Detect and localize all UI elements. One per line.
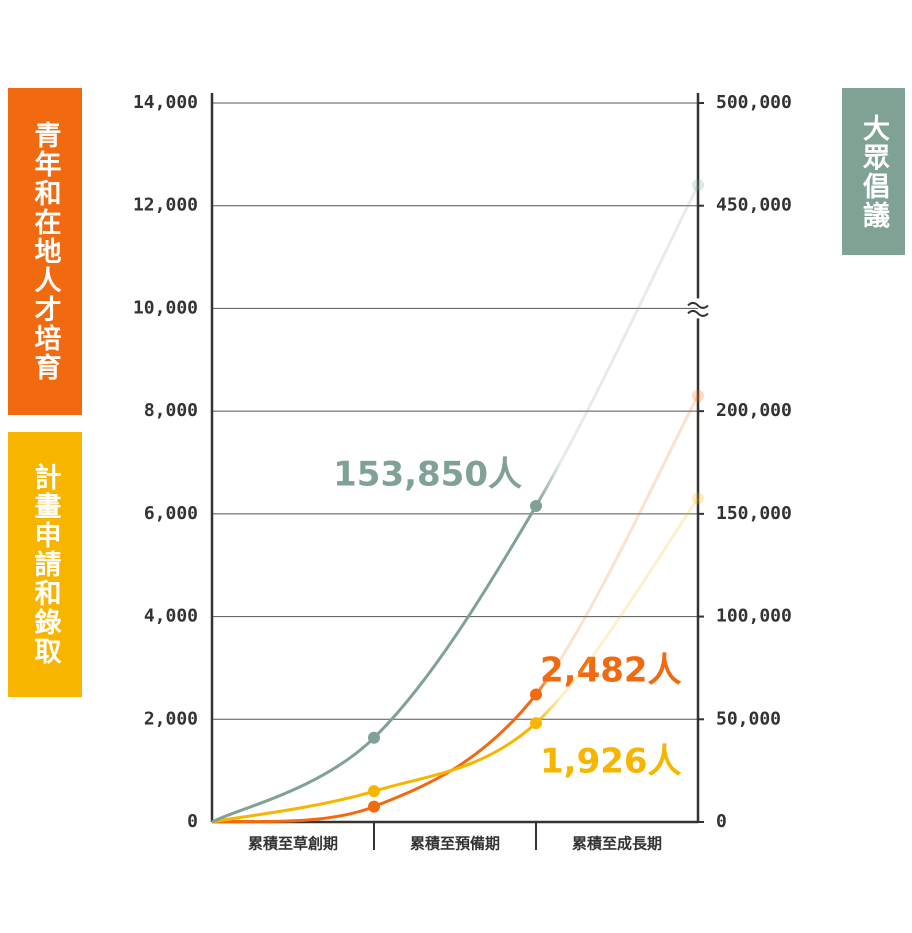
point	[692, 179, 704, 192]
x-tick-label: 累積至成長期	[572, 835, 662, 853]
y-tick-label: 0	[187, 811, 198, 832]
legend-entry: 大眾倡議	[842, 88, 905, 255]
y2-tick-label: 500,000	[716, 92, 792, 113]
value-label: 2,482人	[540, 651, 682, 691]
value-label: 1,926人	[540, 742, 682, 782]
x-tick-label: 累積至預備期	[410, 835, 500, 853]
y-tick-label: 2,000	[144, 708, 198, 729]
point	[530, 499, 542, 512]
y-tick-label: 10,000	[133, 297, 198, 318]
line	[211, 184, 700, 824]
point	[368, 785, 380, 798]
y2-tick-label: 50,000	[716, 708, 781, 729]
point	[530, 688, 542, 701]
y2-tick-label: 150,000	[716, 503, 792, 524]
point	[530, 717, 542, 730]
y-tick-label: 4,000	[144, 606, 198, 627]
y-tick-label: 12,000	[133, 195, 198, 216]
y-tick-label: 6,000	[144, 503, 198, 524]
value-label: 153,850人	[333, 455, 522, 495]
y-tick-label: 8,000	[144, 400, 198, 421]
axis-break	[687, 301, 709, 317]
point	[692, 492, 704, 505]
point	[368, 731, 380, 744]
line	[211, 395, 700, 824]
y2-tick-label: 100,000	[716, 606, 792, 627]
legend-entry: 計畫申請和錄取	[8, 432, 82, 697]
y2-tick-label: 0	[716, 811, 727, 832]
x-tick-label: 累積至草創期	[248, 835, 338, 853]
y2-tick-label: 200,000	[716, 400, 792, 421]
legend-entry: 青年和在地人才培育	[8, 88, 82, 415]
point	[692, 389, 704, 402]
y-tick-label: 14,000	[133, 92, 198, 113]
point	[368, 800, 380, 813]
line	[211, 497, 700, 824]
y2-tick-label: 450,000	[716, 195, 792, 216]
